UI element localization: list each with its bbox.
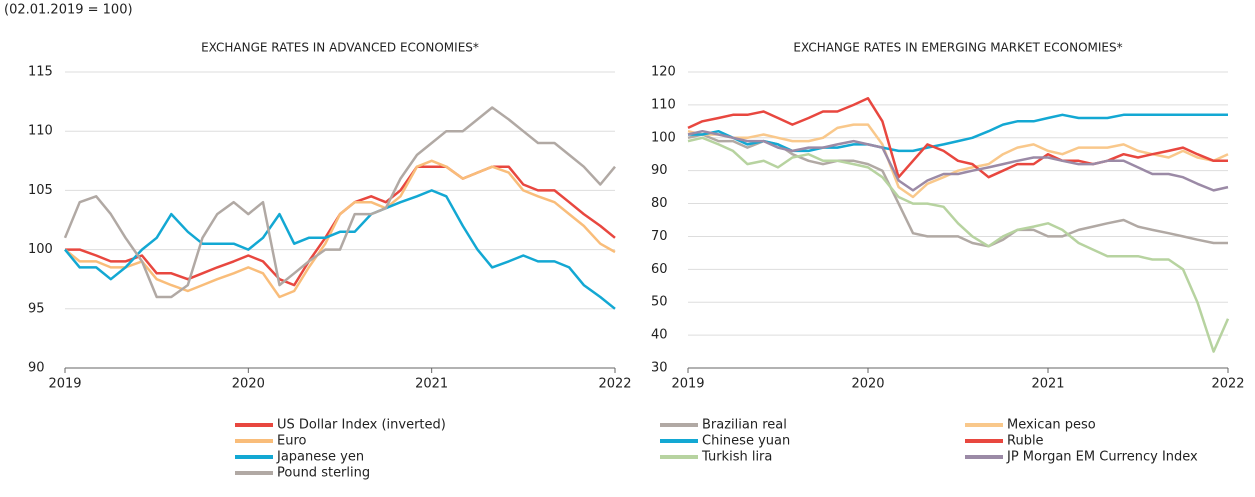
- x-tick-label: 2019: [671, 377, 704, 392]
- series-line: [64, 159, 616, 299]
- x-tick-label: 2021: [415, 377, 448, 392]
- legend-label: Japanese yen: [276, 450, 364, 465]
- y-tick-label: 110: [651, 97, 676, 112]
- y-tick-label: 110: [28, 124, 53, 139]
- y-tick-label: 70: [651, 229, 668, 244]
- y-tick-label: 105: [28, 183, 53, 198]
- series-line: [687, 133, 1228, 248]
- legend-label: Turkish lira: [701, 450, 772, 465]
- series-line: [64, 189, 616, 310]
- legend-label: Euro: [277, 434, 307, 449]
- y-tick-label: 95: [28, 301, 45, 316]
- series-line: [688, 113, 1228, 153]
- chart-title: EXCHANGE RATES IN EMERGING MARKET ECONOM…: [793, 41, 1122, 55]
- x-tick-label: 2022: [598, 377, 631, 392]
- legend-label: Mexican peso: [1007, 418, 1096, 433]
- x-tick-label: 2020: [232, 377, 265, 392]
- legend-label: Pound sterling: [277, 466, 370, 481]
- legend-label: Brazilian real: [702, 418, 787, 433]
- y-tick-label: 120: [651, 65, 676, 80]
- legend-label: JP Morgan EM Currency Index: [1006, 450, 1198, 465]
- y-tick-label: 40: [651, 328, 668, 343]
- y-tick-label: 90: [651, 163, 668, 178]
- series-line: [687, 123, 1229, 199]
- y-tick-label: 115: [28, 65, 53, 80]
- series-line: [687, 97, 1228, 179]
- legend-label: US Dollar Index (inverted): [277, 418, 446, 433]
- x-tick-label: 2022: [1211, 377, 1244, 392]
- series-line: [687, 129, 1229, 192]
- series-line: [687, 136, 1230, 353]
- y-tick-label: 50: [651, 295, 668, 310]
- x-tick-label: 2020: [851, 377, 884, 392]
- legend-label: Chinese yuan: [702, 434, 790, 449]
- legend-label: Ruble: [1007, 434, 1044, 449]
- subtitle: (02.01.2019 = 100): [4, 3, 133, 18]
- chart-title: EXCHANGE RATES IN ADVANCED ECONOMIES*: [201, 41, 479, 55]
- y-tick-label: 100: [28, 242, 53, 257]
- y-tick-label: 90: [28, 361, 45, 376]
- x-tick-label: 2019: [48, 377, 81, 392]
- y-tick-label: 60: [651, 262, 668, 277]
- x-tick-label: 2021: [1031, 377, 1064, 392]
- y-tick-label: 80: [651, 196, 668, 211]
- y-tick-label: 30: [651, 361, 668, 376]
- y-tick-label: 100: [651, 130, 676, 145]
- series-line: [63, 106, 616, 299]
